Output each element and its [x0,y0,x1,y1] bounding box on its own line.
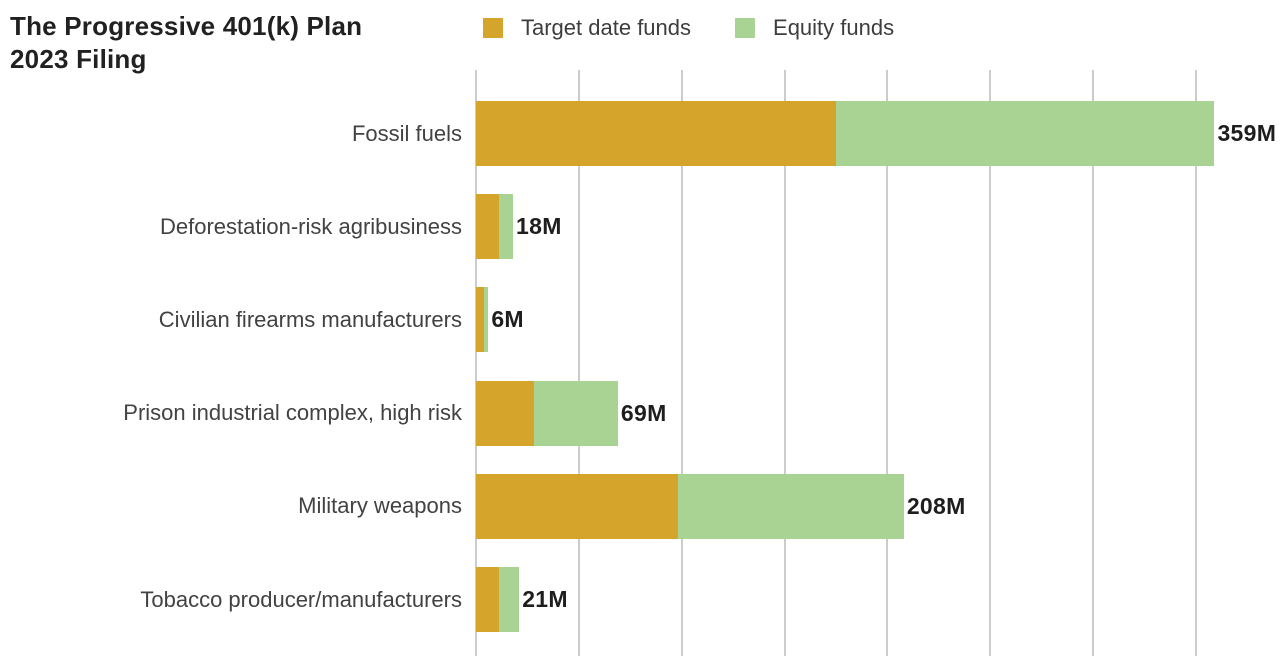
gridline [886,70,889,656]
bar-segment-target-date-funds [476,380,534,446]
legend-label-target-date-funds: Target date funds [521,15,692,40]
gridline [1092,70,1095,656]
bar-total-label: 69M [620,399,667,426]
bar-segment-target-date-funds [476,287,485,353]
gridline [577,70,580,656]
bar-segment-target-date-funds [476,567,499,632]
legend: Target date funds Equity funds [483,15,894,41]
gridline [680,70,683,656]
bar-segment-target-date-funds [476,473,678,539]
category-label: Military weapons [298,493,462,519]
bar-segment-equity-funds [498,567,520,632]
category-label: Deforestation-risk agribusiness [159,213,462,239]
category-label: Tobacco producer/manufacturers [140,586,462,612]
legend-item-target-date-funds: Target date funds [483,15,691,41]
category-label: Fossil fuels [351,120,462,146]
legend-swatch-equity-funds [735,18,756,38]
category-label: Prison industrial complex, high risk [123,400,462,426]
gridline [989,70,992,656]
legend-label-equity-funds: Equity funds [773,15,895,40]
gridline [783,70,786,656]
bar-total-label: 21M [522,586,568,612]
bar-segment-equity-funds [484,287,489,353]
bar-total-label: 208M [906,492,966,519]
bar-total-label: 359M [1217,120,1277,146]
bar-total-label: 6M [491,306,524,333]
bar-segment-equity-funds [677,473,904,539]
bar-segment-equity-funds [498,194,514,260]
bar-segment-target-date-funds [476,194,499,260]
bar-segment-equity-funds [533,380,618,446]
bar-segment-target-date-funds [476,101,836,166]
category-label: Civilian firearms manufacturers [158,306,462,332]
chart-title: The Progressive 401(k) Plan 2023 Filing [10,10,460,76]
gridline [475,70,477,656]
gridline [1194,70,1197,656]
bar-total-label: 18M [516,213,562,240]
legend-item-equity-funds: Equity funds [735,15,894,41]
chart-title-line1: The Progressive 401(k) Plan [10,11,363,41]
chart-title-line2: 2023 Filing [10,44,147,74]
bar-segment-equity-funds [835,101,1215,166]
legend-swatch-target-date-funds [483,18,503,38]
